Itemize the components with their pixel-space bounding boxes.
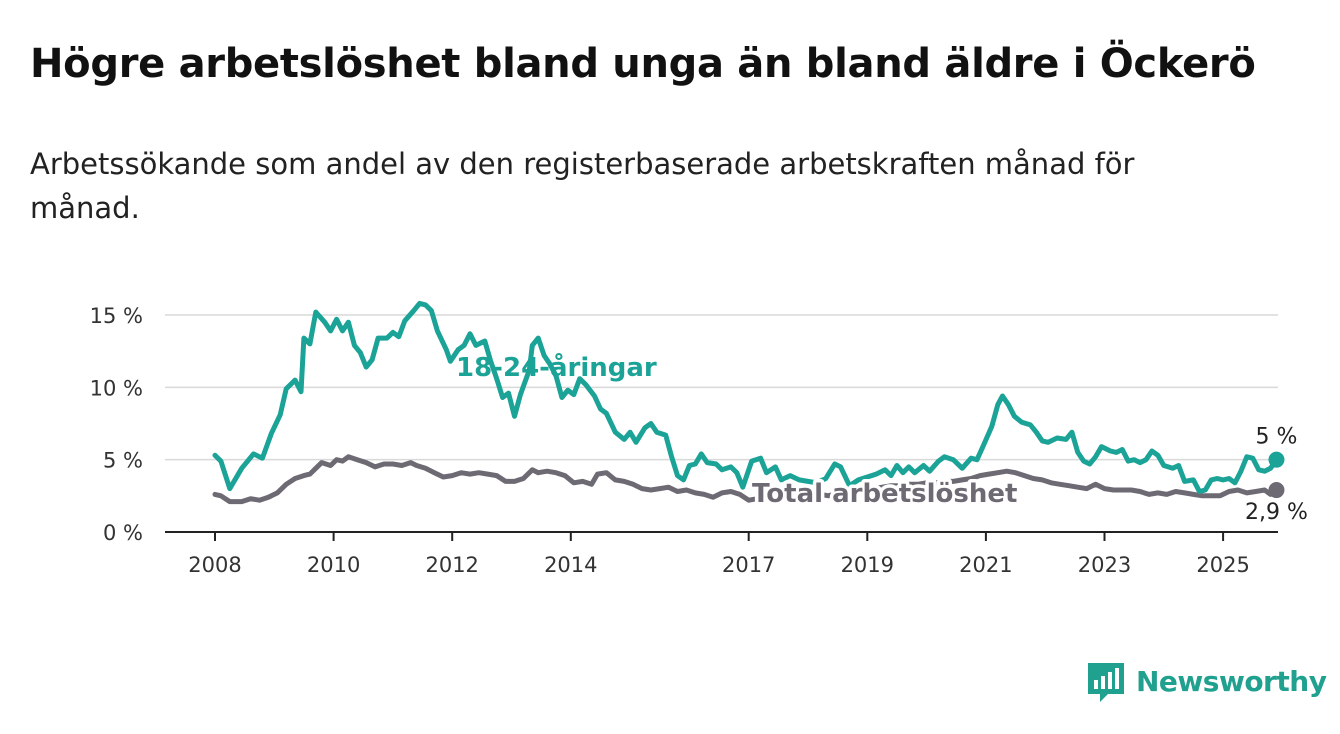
series-line-total [212, 454, 1279, 505]
x-tick-label: 2012 [425, 553, 478, 577]
end-marker-total [1268, 482, 1285, 499]
x-tick-label: 2023 [1078, 553, 1131, 577]
series-lines [212, 300, 1279, 505]
series-line-young [212, 300, 1279, 494]
x-tick-label: 2008 [188, 553, 241, 577]
y-tick-label: 0 % [103, 521, 143, 545]
x-tick-label: 2019 [841, 553, 894, 577]
x-tick-label: 2021 [959, 553, 1012, 577]
brand-name: Newsworthy [1136, 664, 1327, 698]
newsworthy-chart-logo-icon [1088, 663, 1124, 702]
gridlines [165, 314, 1278, 461]
y-axis-tick-labels: 0 % 5 % 10 % 15 % [90, 304, 143, 545]
end-value-total: 2,9 % [1245, 500, 1308, 525]
series-label-total: Total arbetslöshet [752, 479, 1017, 509]
series-label-young: 18-24-åringar [456, 351, 657, 383]
y-tick-label: 15 % [90, 304, 143, 328]
y-tick-label: 10 % [90, 376, 143, 400]
chart-subtitle: Arbetssökande som andel av den registerb… [30, 147, 1135, 225]
end-marker-young [1268, 451, 1285, 468]
x-axis: 2008 2010 2012 2014 2017 2019 2021 2023 2025 [165, 531, 1278, 577]
x-tick-label: 2014 [544, 553, 597, 577]
chart-title: Högre arbetslöshet bland unga än bland ä… [30, 41, 1256, 87]
end-markers: 5 % 2,9 % [1245, 425, 1308, 525]
x-tick-label: 2017 [722, 553, 775, 577]
newsworthy-brand: Newsworthy [1088, 660, 1327, 702]
end-value-young: 5 % [1256, 425, 1298, 450]
y-tick-label: 5 % [103, 449, 143, 473]
x-tick-label: 2010 [307, 553, 360, 577]
x-tick-label: 2025 [1196, 553, 1249, 577]
series-labels: 18-24-åringar Total arbetslöshet [456, 351, 1021, 513]
